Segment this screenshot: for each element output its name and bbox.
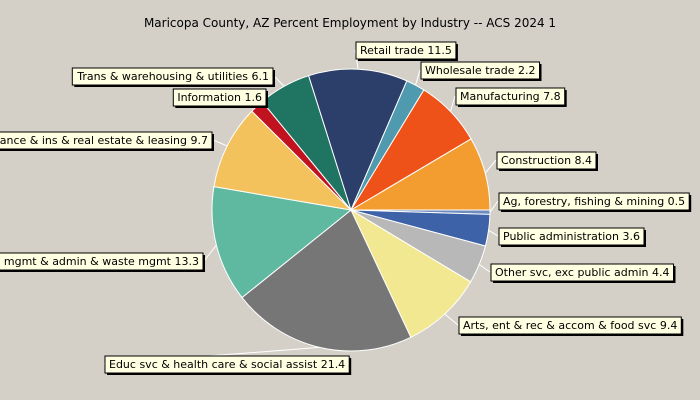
slice-label-public-administration: Public administration 3.6 — [498, 227, 646, 247]
label-box — [104, 355, 350, 374]
pie-slice-finance-ins-real-estate-leasing — [213, 110, 353, 211]
slice-label-wholesale-trade: Wholesale trade 2.2 — [420, 61, 542, 81]
slice-labels: Ag, forestry, fishing & mining 0.5 Public… — [0, 41, 692, 375]
slice-label-other-svc-exc-public-admin: Other svc, exc public admin 4.4 — [490, 263, 676, 283]
slice-label-prof-sci-mgmt-admin-waste-mgmt: Prof, sci, & mgmt & admin & waste mgmt 1… — [0, 252, 205, 272]
slice-label-text: Arts, ent & rec & accom & food svc 9.4 — [463, 319, 677, 332]
leader-line-finance-ins-real-estate-leasing — [212, 139, 228, 147]
label-box — [498, 227, 645, 246]
slice-label-text: Wholesale trade 2.2 — [425, 64, 536, 77]
label-box — [355, 41, 457, 60]
slice-label-retail-trade: Retail trade 11.5 — [355, 41, 458, 61]
slice-label-finance-ins-real-estate-leasing: Finance & ins & real estate & leasing 9.… — [0, 131, 215, 151]
slice-label-ag-forestry-fishing-mining: Ag, forestry, fishing & mining 0.5 — [498, 192, 692, 212]
slice-label-arts-ent-rec-accom-food-svc: Arts, ent & rec & accom & food svc 9.4 — [458, 316, 684, 336]
label-box — [71, 67, 274, 86]
label-box — [455, 87, 566, 106]
slice-label-text: Prof, sci, & mgmt & admin & waste mgmt 1… — [0, 255, 199, 268]
slice-label-text: Ag, forestry, fishing & mining 0.5 — [503, 195, 685, 208]
slice-label-manufacturing: Manufacturing 7.8 — [455, 87, 567, 107]
pie-slices — [211, 68, 491, 352]
slice-label-text: Finance & ins & real estate & leasing 9.… — [0, 134, 208, 147]
leader-line-ag-forestry-fishing-mining — [489, 200, 499, 213]
slice-label-text: Educ svc & health care & social assist 2… — [109, 358, 345, 371]
slice-label-text: Manufacturing 7.8 — [460, 90, 561, 103]
slice-label-text: Construction 8.4 — [501, 154, 592, 167]
label-box — [0, 131, 213, 150]
leader-line-arts-ent-rec-accom-food-svc — [444, 313, 459, 326]
label-box — [490, 263, 674, 282]
leader-line-public-administration — [488, 229, 499, 237]
slice-label-information: Information 1.6 — [172, 88, 268, 108]
leader-line-wholesale-trade — [415, 69, 421, 86]
leader-line-construction — [484, 159, 497, 174]
chart-title: Maricopa County, AZ Percent Employment b… — [144, 16, 556, 30]
slice-label-text: Trans & warehousing & utilities 6.1 — [76, 70, 269, 83]
pie-slice-retail-trade — [308, 68, 408, 212]
slice-label-text: Information 1.6 — [177, 91, 262, 104]
slice-label-educ-svc-health-care-social-assist: Educ svc & health care & social assist 2… — [104, 355, 352, 375]
label-box — [496, 151, 597, 170]
leader-line-manufacturing — [449, 95, 456, 112]
label-box — [498, 192, 690, 211]
slice-label-construction: Construction 8.4 — [496, 151, 598, 171]
label-box — [420, 61, 540, 80]
pie-slice-arts-ent-rec-accom-food-svc — [349, 208, 472, 338]
leader-line-other-svc-exc-public-admin — [478, 263, 491, 273]
label-box — [0, 252, 204, 271]
slice-label-text: Retail trade 11.5 — [360, 44, 452, 57]
slice-label-text: Public administration 3.6 — [503, 230, 640, 243]
label-box — [172, 88, 267, 107]
label-box — [458, 316, 682, 335]
slice-label-trans-warehousing-utilities: Trans & warehousing & utilities 6.1 — [71, 67, 275, 87]
slice-label-text: Other svc, exc public admin 4.4 — [495, 266, 670, 279]
leader-line-prof-sci-mgmt-admin-waste-mgmt — [203, 244, 217, 262]
leader-line-trans-warehousing-utilities — [273, 75, 285, 87]
